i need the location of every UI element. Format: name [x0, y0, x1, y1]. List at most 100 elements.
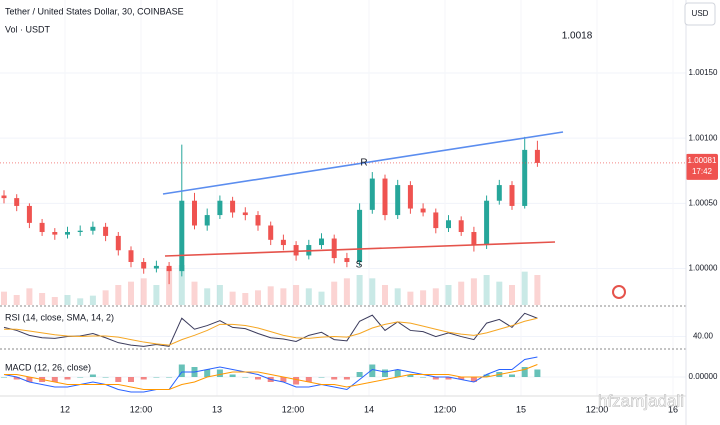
macd-histogram-bar [407, 374, 414, 377]
macd-histogram-bar [305, 377, 312, 382]
candle-body [166, 265, 172, 272]
macd-histogram-bar [178, 364, 185, 377]
candle-body [395, 185, 401, 216]
volume-bar [115, 285, 122, 305]
countdown: 17:42 [692, 167, 713, 176]
candle-body [420, 208, 426, 213]
macd-histogram-bar [356, 372, 363, 377]
macd-histogram-bar [534, 369, 541, 377]
candle-body [192, 200, 197, 226]
candle-body [242, 212, 248, 216]
candle-body [293, 245, 299, 256]
trend-label: S [356, 260, 363, 271]
volume-label: Vol · USDT [5, 24, 51, 34]
x-tick-label: 14 [364, 404, 374, 414]
rsi-sma-line [4, 317, 538, 346]
volume-bar [521, 271, 528, 305]
macd-title: MACD (12, 26, close) [5, 362, 91, 372]
macd-histogram-bar [64, 377, 71, 380]
volume-bar [77, 298, 84, 305]
macd-histogram-bar [115, 377, 122, 382]
trend-label: R [360, 158, 367, 169]
resistance-line [162, 131, 564, 195]
x-tick-label: 13 [212, 404, 222, 414]
candle-body [534, 149, 540, 163]
volume-bar [293, 285, 300, 305]
candle-body [115, 235, 121, 251]
volume-bar [178, 265, 185, 305]
candle-body [179, 200, 185, 272]
macd-histogram-bar [394, 369, 401, 377]
volume-bar [64, 295, 71, 305]
volume-bar [445, 285, 452, 305]
candle-body [344, 258, 350, 262]
volume-bar [191, 281, 198, 305]
volume-bar [255, 290, 261, 305]
candle-body [103, 226, 109, 236]
macd-histogram-bar [432, 377, 439, 380]
candle-body [39, 222, 45, 233]
candle-body [407, 185, 413, 209]
macd-histogram-bar [280, 377, 287, 382]
volume-bar [140, 278, 147, 305]
volume-bar [343, 278, 350, 305]
volume-bar [458, 281, 465, 305]
candle-body [357, 209, 363, 262]
macd-histogram-bar [128, 377, 134, 382]
currency-button[interactable] [684, 2, 716, 26]
grid-layer [0, 72, 686, 378]
macd-histogram-bar [89, 374, 96, 377]
signal-line [4, 364, 538, 390]
rsi-title: RSI (14, close, SMA, 14, 2) [5, 312, 114, 322]
candle-body [26, 205, 32, 223]
macd-histogram-bar [242, 377, 249, 378]
x-tick-label: 12:00 [434, 404, 457, 414]
flag-icon[interactable] [612, 285, 626, 299]
candle-body [204, 215, 210, 226]
volume-bar [432, 288, 439, 305]
macd-histogram-bar [77, 377, 84, 378]
macd-histogram-bar [331, 377, 338, 380]
volume-bar [420, 290, 427, 305]
candle-body [433, 212, 439, 229]
watermark: hfzamjadali [598, 391, 684, 410]
candle-body [522, 149, 528, 206]
macd-histogram-bar [102, 377, 109, 378]
volume-bar [216, 285, 223, 305]
candle-body [446, 220, 451, 229]
volume-bar [407, 291, 414, 305]
plot-layer: 1.00000 1.00050 1.00100 1.00150 40.00 0.00000… [0, 68, 718, 414]
volume-bar [166, 268, 173, 305]
volume-bar [483, 275, 490, 305]
y-tick-label: 0.00000 [689, 372, 718, 381]
candle-body [331, 238, 337, 259]
volume-bar [305, 288, 312, 305]
volume-bar [356, 275, 363, 305]
y-tick-label: 40.00 [693, 332, 714, 341]
macd-histogram-bar [483, 374, 490, 377]
last-price-box [686, 153, 718, 180]
candle-body [77, 230, 83, 233]
candle-body [496, 185, 502, 201]
volume-bar [509, 285, 515, 305]
macd-histogram-bar [51, 377, 58, 382]
candle-body [369, 178, 375, 210]
macd-histogram-bar [140, 377, 147, 380]
volume-bar [153, 285, 160, 305]
candle-body [255, 215, 261, 226]
volume-bar [89, 295, 96, 305]
macd-histogram-bar [13, 377, 20, 380]
volume-bar [128, 281, 134, 305]
volume-bar [242, 293, 249, 305]
volume-bar [39, 293, 46, 305]
macd-histogram-bar [204, 369, 211, 377]
chart-title: Tether / United States Dollar, 30, COINB… [5, 6, 184, 16]
volume-bar [331, 281, 338, 305]
x-tick-label: 15 [516, 404, 526, 414]
currency[interactable]: USD [692, 9, 709, 18]
y-tick-label: 1.00150 [689, 68, 718, 77]
volume-bar [280, 288, 287, 305]
macd-histogram-bar [445, 377, 452, 380]
rsi-line [3, 312, 538, 347]
volume-bar [51, 297, 58, 305]
